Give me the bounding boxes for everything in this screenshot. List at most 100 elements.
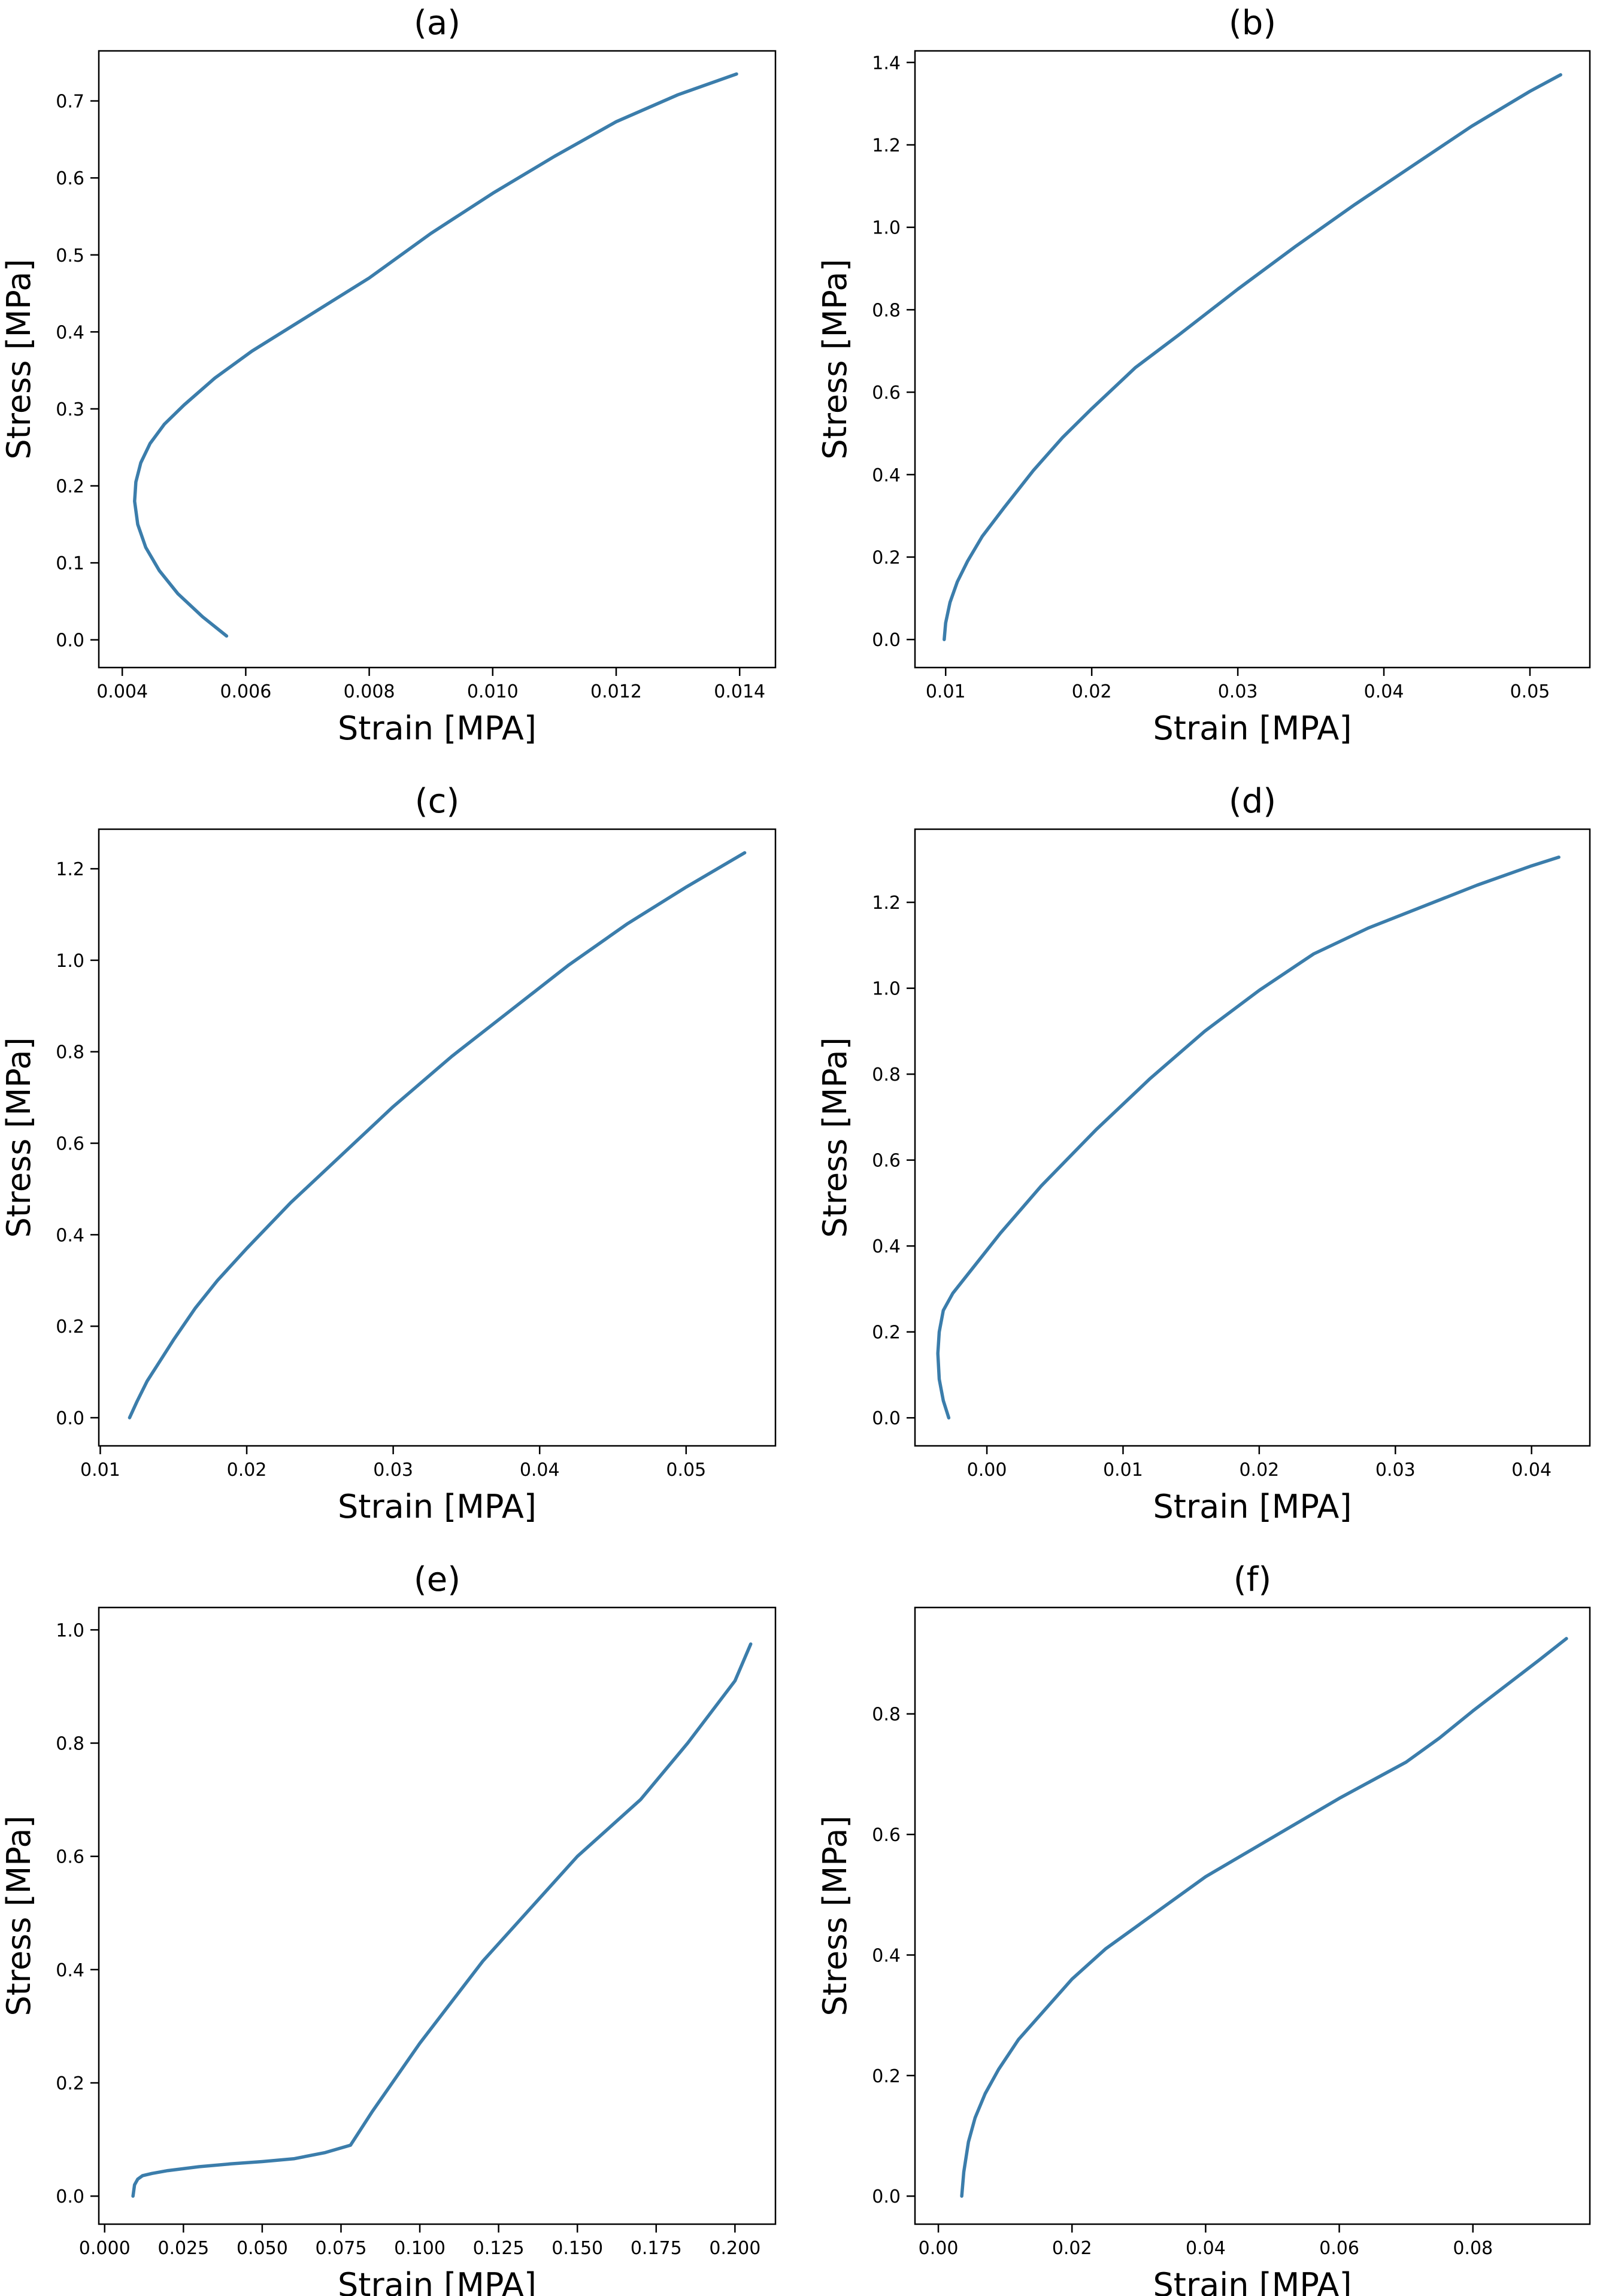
x-tick-label: 0.01 (80, 1460, 120, 1481)
y-tick-label: 0.6 (872, 1151, 901, 1172)
y-tick-label: 0.4 (56, 1960, 84, 1981)
x-tick-label: 0.010 (467, 681, 519, 702)
y-tick-label: 0.6 (56, 1134, 84, 1155)
x-tick-label: 0.125 (473, 2238, 525, 2259)
series-line-a (133, 72, 738, 638)
y-tick-label: 1.0 (872, 218, 901, 239)
panel-title-c: (c) (415, 782, 459, 821)
y-tick-label: 0.8 (56, 1734, 84, 1755)
x-tick-label: 0.08 (1453, 2238, 1493, 2259)
x-tick-label: 0.175 (631, 2238, 682, 2259)
x-tick-label: 0.01 (926, 681, 966, 702)
y-axis-label-d: Stress [MPa] (816, 1037, 854, 1238)
x-tick-label: 0.03 (1218, 681, 1258, 702)
y-tick-label: 0.7 (56, 92, 84, 113)
y-tick-label: 0.6 (872, 1825, 901, 1846)
x-tick-label: 0.012 (590, 681, 642, 702)
x-tick-label: 0.014 (714, 681, 765, 702)
x-tick-label: 0.000 (79, 2238, 131, 2259)
plot-frame-e (98, 1606, 777, 2225)
x-axis-label-c: Strain [MPA] (338, 1488, 537, 1525)
y-axis-label-b: Stress [MPa] (816, 259, 854, 459)
y-tick-label: 0.6 (56, 1847, 84, 1868)
x-tick-label: 0.02 (227, 1460, 267, 1481)
y-tick-label: 0.2 (872, 547, 901, 568)
series-line-d (936, 856, 1560, 1420)
x-tick-label: 0.00 (919, 2238, 959, 2259)
x-tick-label: 0.050 (237, 2238, 288, 2259)
x-tick-label: 0.05 (1510, 681, 1550, 702)
series-line-c (128, 851, 747, 1420)
y-tick-label: 0.4 (872, 1236, 901, 1257)
panel-title-f: (f) (1234, 1560, 1271, 1599)
y-tick-label: 0.0 (56, 630, 84, 651)
x-tick-label: 0.00 (967, 1460, 1007, 1481)
y-tick-label: 0.2 (56, 477, 84, 498)
plot-frame-d (914, 828, 1591, 1447)
y-tick-label: 1.2 (56, 859, 84, 880)
x-tick-label: 0.05 (666, 1460, 706, 1481)
y-tick-label: 1.0 (56, 1620, 84, 1641)
y-tick-label: 0.2 (872, 2066, 901, 2087)
x-axis-label-a: Strain [MPA] (338, 709, 537, 747)
x-tick-label: 0.02 (1052, 2238, 1092, 2259)
chart-panel-c: (c) 0.01 0.02 0.03 0.04 0.05 0.0 0.2 0.4 0.6 0.8 1.… (0, 782, 777, 1525)
y-axis-label-c: Stress [MPa] (0, 1037, 38, 1238)
panel-title-d: (d) (1229, 782, 1276, 821)
y-tick-label: 0.0 (872, 630, 901, 651)
y-tick-label: 0.2 (56, 2073, 84, 2094)
y-tick-label: 0.8 (56, 1042, 84, 1063)
y-tick-label: 0.8 (872, 1704, 901, 1725)
x-tick-label: 0.004 (96, 681, 148, 702)
panel-title-b: (b) (1229, 4, 1276, 43)
chart-panel-b: (b) 0.01 0.02 0.03 0.04 0.05 0.0 0.2 0.4 0.6 0.8 1.… (816, 4, 1591, 747)
chart-panel-e: (e) 0.000 0.025 0.050 0.075 0.100 0.125 0.150 0.… (0, 1560, 777, 2296)
x-tick-label: 0.200 (709, 2238, 760, 2259)
y-tick-label: 1.4 (872, 53, 901, 74)
x-tick-label: 0.03 (1375, 1460, 1416, 1481)
y-tick-label: 1.2 (872, 893, 901, 914)
y-tick-label: 0.0 (56, 1408, 84, 1429)
x-tick-label: 0.150 (552, 2238, 603, 2259)
y-tick-label: 0.4 (56, 322, 84, 343)
x-axis-label-b: Strain [MPA] (1153, 709, 1352, 747)
y-tick-label: 0.2 (56, 1317, 84, 1337)
y-tick-label: 0.3 (56, 399, 84, 420)
x-tick-label: 0.04 (520, 1460, 560, 1481)
y-tick-label: 0.4 (872, 1945, 901, 1966)
y-tick-label: 0.4 (56, 1225, 84, 1246)
x-tick-label: 0.075 (316, 2238, 367, 2259)
x-tick-label: 0.02 (1239, 1460, 1279, 1481)
x-axis-label-f: Strain [MPA] (1153, 2266, 1352, 2296)
chart-panel-f: (f) 0.00 0.02 0.04 0.06 0.08 0.0 0.2 0.4 0.6 0.8 St… (816, 1560, 1591, 2296)
chart-panel-a: (a) 0.004 0.006 0.008 0.010 0.012 0.014 0.0 0.1 0… (0, 4, 777, 747)
x-tick-label: 0.100 (394, 2238, 446, 2259)
x-tick-label: 0.02 (1072, 681, 1112, 702)
x-tick-label: 0.04 (1186, 2238, 1226, 2259)
y-tick-label: 0.6 (56, 168, 84, 189)
chart-panel-d: (d) 0.00 0.01 0.02 0.03 0.04 0.0 0.2 0.4 0.6 0.8 1.… (816, 782, 1591, 1525)
x-tick-label: 0.04 (1364, 681, 1404, 702)
y-tick-label: 0.1 (56, 553, 84, 574)
panel-title-e: (e) (414, 1560, 460, 1599)
x-axis-label-e: Strain [MPA] (338, 2266, 537, 2296)
panel-title-a: (a) (414, 4, 460, 43)
y-axis-label-e: Stress [MPa] (0, 1815, 38, 2016)
y-tick-label: 0.6 (872, 383, 901, 404)
plot-frame-c (98, 828, 777, 1447)
y-tick-label: 1.0 (872, 979, 901, 1000)
y-tick-label: 0.0 (872, 2186, 901, 2207)
y-tick-label: 1.2 (872, 135, 901, 156)
y-tick-label: 0.0 (56, 2186, 84, 2207)
x-tick-label: 0.025 (157, 2238, 209, 2259)
y-axis-label-f: Stress [MPa] (816, 1815, 854, 2016)
x-tick-label: 0.008 (344, 681, 395, 702)
y-tick-label: 0.2 (872, 1323, 901, 1343)
series-line-b (943, 73, 1562, 641)
y-tick-label: 0.8 (872, 1064, 901, 1085)
x-tick-label: 0.01 (1103, 1460, 1143, 1481)
series-line-f (960, 1637, 1568, 2198)
y-tick-label: 0.8 (872, 300, 901, 321)
plot-frame-b (914, 50, 1591, 669)
